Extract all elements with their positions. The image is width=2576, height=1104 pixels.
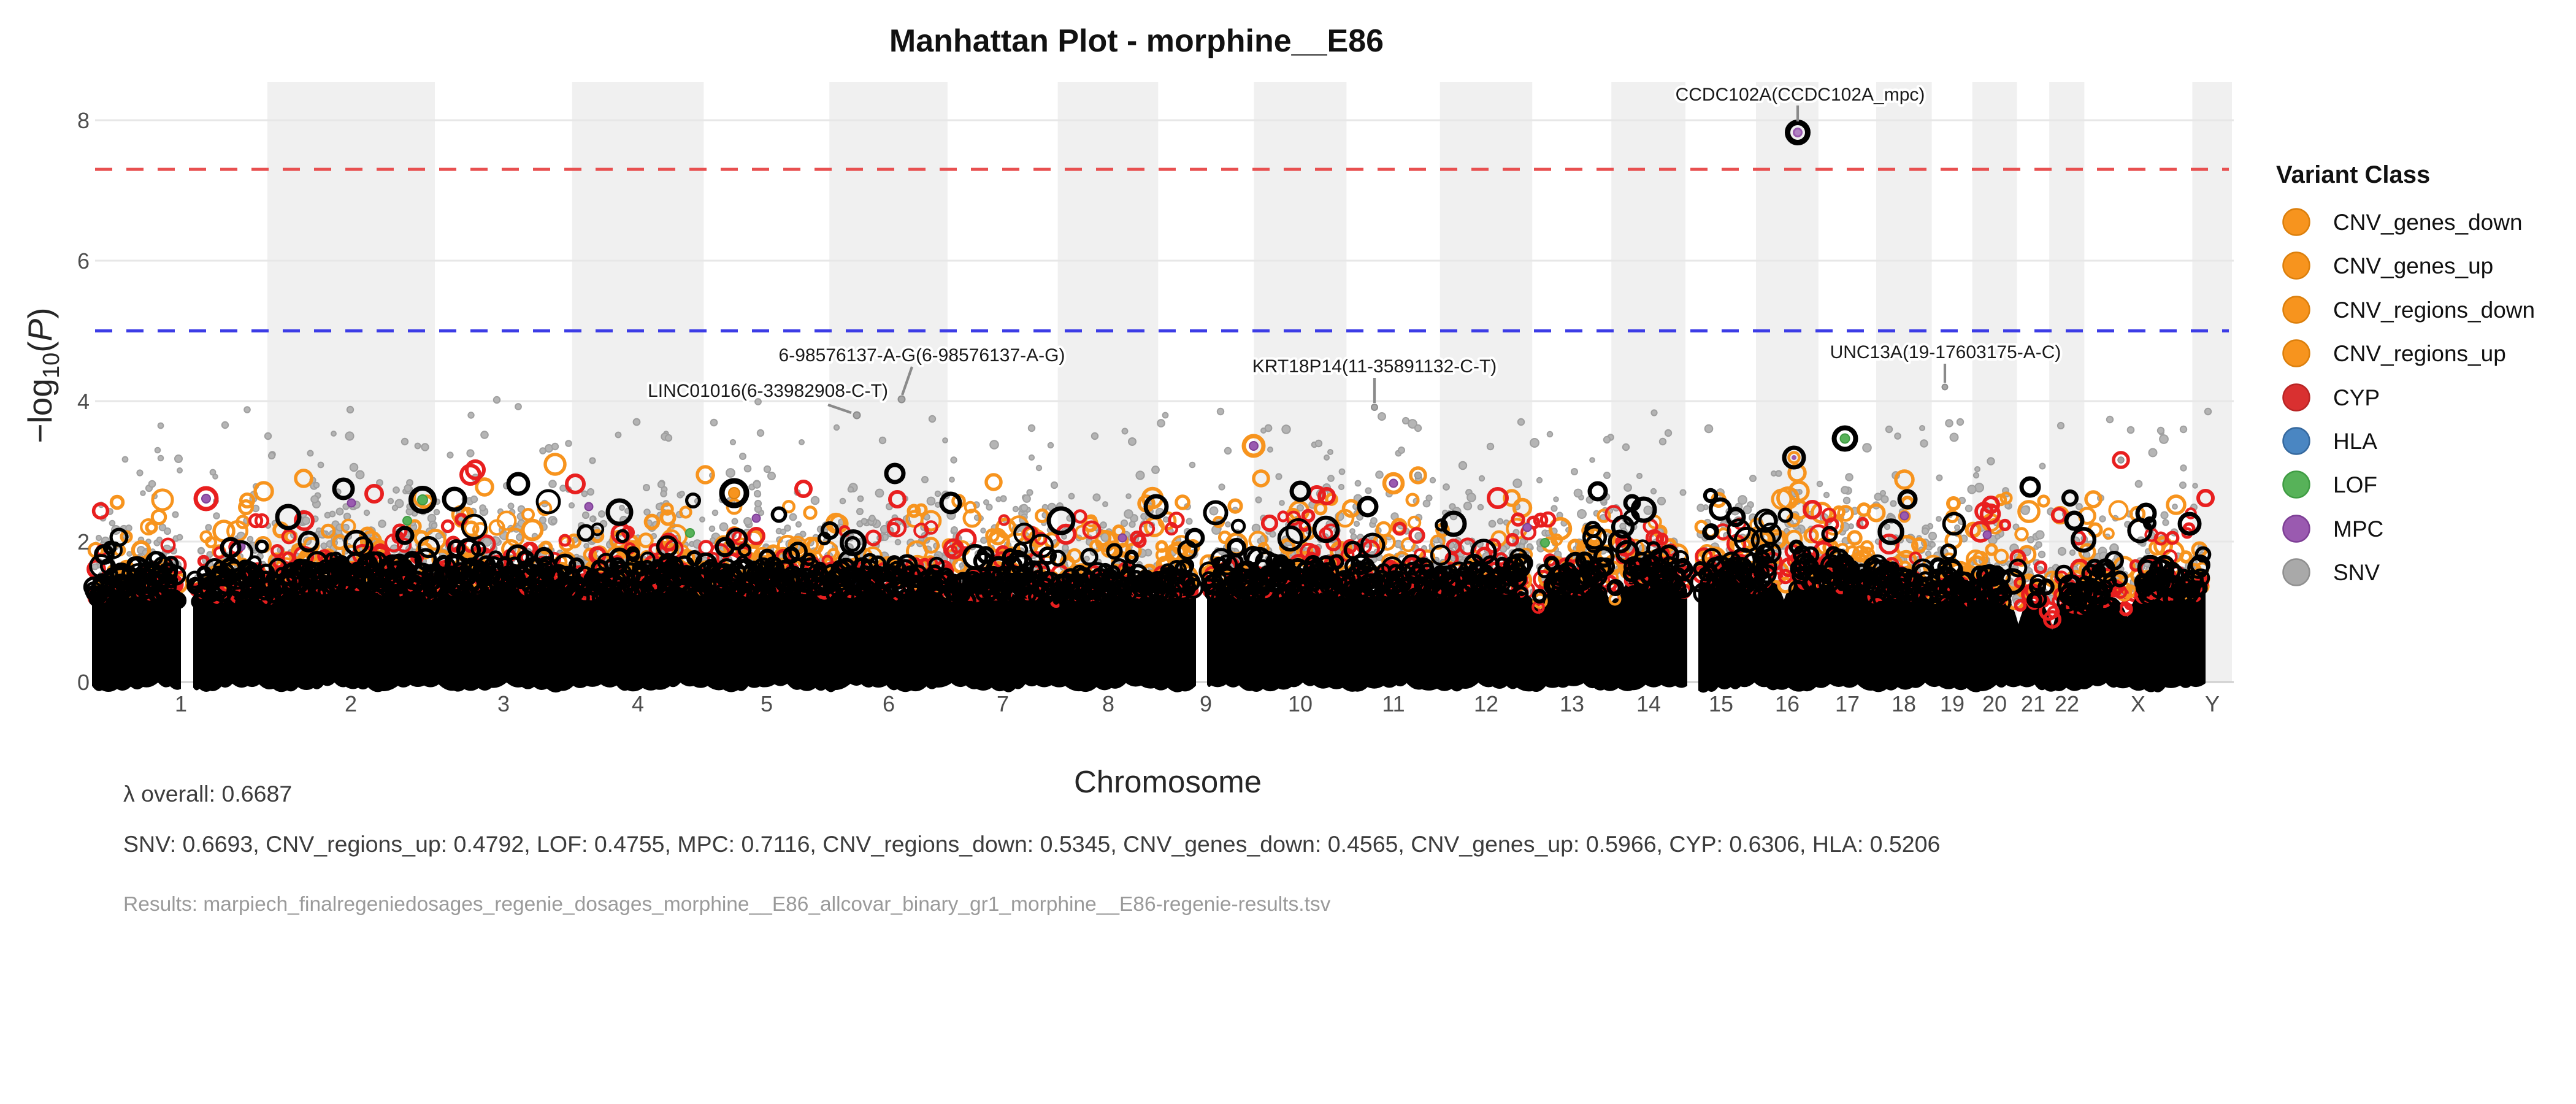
svg-text:9: 9 [1200,691,1212,716]
svg-text:HLA: HLA [2333,429,2377,454]
svg-text:KRT18P14(11-35891132-C-T): KRT18P14(11-35891132-C-T) [1252,356,1497,377]
svg-text:4: 4 [632,691,644,716]
svg-text:2: 2 [77,529,90,554]
svg-text:21: 21 [2021,691,2045,716]
svg-text:Chromosome: Chromosome [1074,764,1262,799]
svg-text:X: X [2131,691,2145,716]
svg-text:6: 6 [883,691,895,716]
svg-text:CNV_regions_down: CNV_regions_down [2333,297,2535,323]
svg-text:8: 8 [1102,691,1114,716]
svg-text:17: 17 [1835,691,1860,716]
svg-text:CNV_regions_up: CNV_regions_up [2333,341,2506,366]
svg-text:4: 4 [77,389,90,414]
svg-text:LINC01016(6-33982908-C-T): LINC01016(6-33982908-C-T) [648,381,888,401]
svg-text:18: 18 [1892,691,1916,716]
svg-text:2: 2 [345,691,357,716]
svg-text:15: 15 [1709,691,1733,716]
svg-text:Variant Class: Variant Class [2276,161,2430,188]
svg-text:13: 13 [1560,691,1584,716]
svg-text:MPC: MPC [2333,516,2383,542]
svg-text:16: 16 [1775,691,1800,716]
svg-text:20: 20 [1982,691,2007,716]
svg-text:22: 22 [2055,691,2079,716]
svg-text:LOF: LOF [2333,472,2377,497]
svg-text:CYP: CYP [2333,385,2380,410]
svg-text:CCDC102A(CCDC102A_mpc): CCDC102A(CCDC102A_mpc) [1676,85,1925,105]
svg-text:14: 14 [1636,691,1661,716]
svg-text:10: 10 [1288,691,1313,716]
svg-text:Y: Y [2205,691,2220,716]
svg-text:1: 1 [175,691,187,716]
svg-text:7: 7 [997,691,1009,716]
svg-text:SNV: SNV [2333,560,2380,585]
svg-text:8: 8 [77,108,90,133]
svg-text:Manhattan Plot - morphine__E86: Manhattan Plot - morphine__E86 [889,23,1384,59]
svg-text:5: 5 [761,691,773,716]
svg-text:3: 3 [497,691,510,716]
svg-text:6-98576137-A-G(6-98576137-A-G): 6-98576137-A-G(6-98576137-A-G) [779,345,1065,366]
svg-text:CNV_genes_down: CNV_genes_down [2333,210,2523,235]
svg-text:6: 6 [77,248,90,274]
svg-text:11: 11 [1382,691,1405,716]
svg-text:CNV_genes_up: CNV_genes_up [2333,253,2493,278]
svg-text:12: 12 [1474,691,1498,716]
svg-text:0: 0 [77,670,90,695]
svg-text:19: 19 [1940,691,1965,716]
svg-text:UNC13A(19-17603175-A-C): UNC13A(19-17603175-A-C) [1830,342,2061,362]
